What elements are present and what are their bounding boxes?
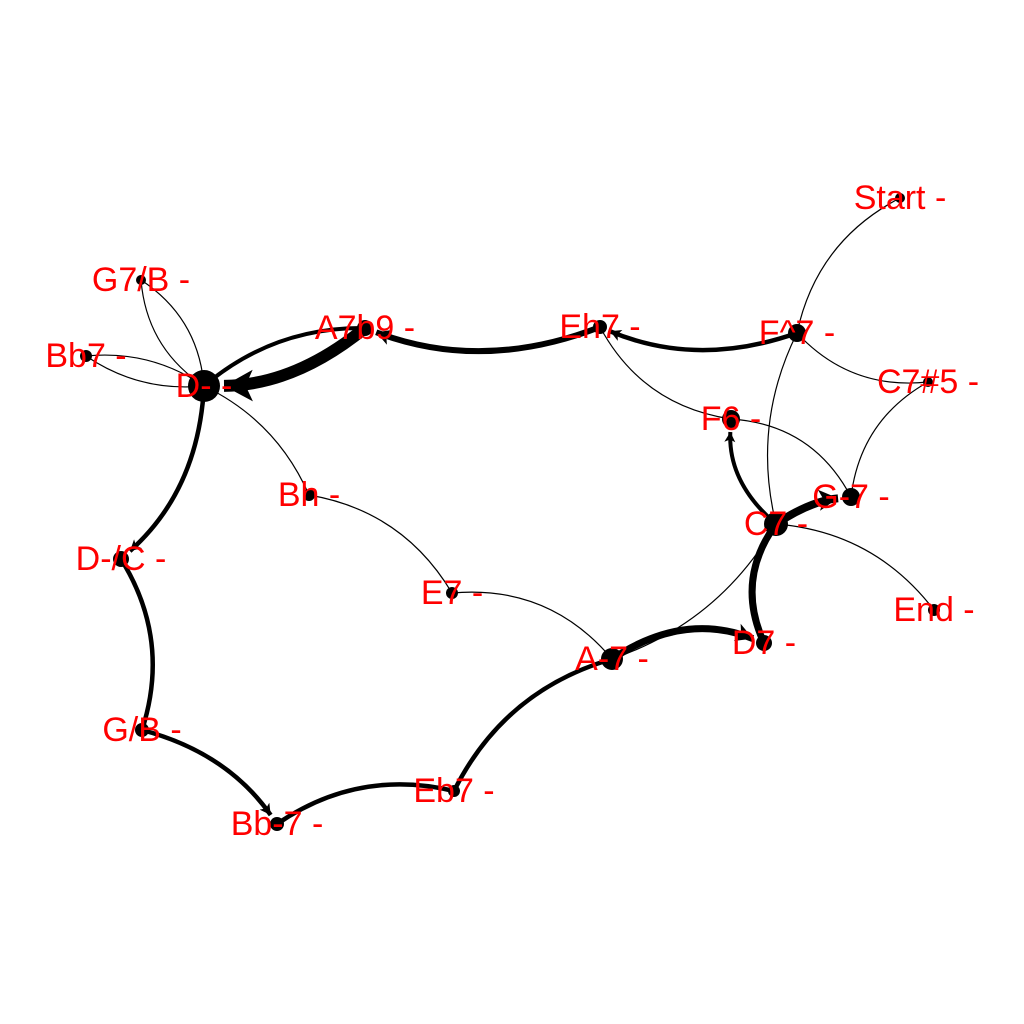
node-d_min_c	[113, 551, 129, 567]
edge-a_min7-to-e7	[451, 591, 613, 660]
edge-g_min7-to-c7s5	[850, 381, 929, 498]
edge-c7s5-to-f_maj7	[796, 332, 929, 384]
edge-bh-to-d_min	[203, 385, 310, 496]
node-label-a7b9: A7b9 -	[315, 309, 415, 347]
node-eb7	[448, 785, 460, 797]
labels-layer: Start - F^7 - Eh7 - A7b9 - D- - G7/B - Bb7 - Bh…	[45, 179, 979, 843]
node-label-bh: Bh -	[278, 476, 340, 514]
edge-g_b-to-bb_min7	[141, 727, 273, 817]
node-bb_min7	[270, 817, 284, 831]
node-eh7	[593, 320, 607, 334]
node-label-e7: E7 -	[421, 574, 483, 612]
node-label-g_min7: G-7 -	[812, 478, 889, 516]
arrowhead-a7b9-to-d_min	[223, 369, 253, 402]
node-g_min7	[842, 488, 860, 506]
edge-e7-to-bh	[308, 494, 453, 594]
node-end	[928, 604, 940, 616]
node-e7	[446, 587, 458, 599]
node-label-bb7: Bb7 -	[45, 337, 126, 375]
node-d7	[756, 635, 772, 651]
edge-c7-to-f6	[728, 431, 778, 526]
node-label-end: End -	[893, 591, 974, 629]
edge-c7-to-end	[775, 523, 935, 611]
node-label-d_min_c: D-/C -	[76, 540, 167, 578]
node-a_min7	[601, 648, 623, 670]
edge-start-to-f_maj7	[796, 197, 901, 334]
node-label-eh7: Eh7 -	[559, 308, 640, 346]
arrowhead-a_min7-to-d7	[733, 623, 753, 641]
edge-d_min_c-to-g_b	[119, 557, 155, 731]
edge-eh7-to-a7b9	[375, 324, 602, 355]
node-label-a_min7: A-7 -	[575, 640, 649, 678]
node-label-bb_min7: Bb-7 -	[231, 805, 324, 843]
edge-f6-to-g_min7	[730, 418, 852, 498]
node-g_b	[135, 723, 149, 737]
node-label-d7: D7 -	[732, 624, 796, 662]
node-bh	[303, 489, 315, 501]
node-c7s5	[923, 377, 933, 387]
arrowhead-d_min-to-d_min_c	[129, 539, 142, 552]
node-label-g7b: G7/B -	[92, 261, 190, 299]
arrowhead-eh7-to-a7b9	[376, 329, 393, 345]
node-label-d_min: D- -	[176, 367, 233, 405]
node-a7b9	[357, 320, 373, 336]
node-label-f6: F6 -	[701, 400, 761, 438]
edge-d_min-to-a7b9	[202, 325, 366, 388]
node-start	[895, 193, 905, 203]
arrowhead-c7-to-f6	[724, 431, 736, 443]
edge-eb7-to-a_min7	[451, 656, 613, 793]
node-label-c7s5: C7#5 -	[877, 363, 979, 401]
node-label-g_b: G/B -	[102, 711, 181, 749]
node-label-c7: C7 -	[744, 505, 808, 543]
edge-bb_min7-to-eb7	[275, 782, 455, 826]
edge-a_min7-to-d7	[610, 625, 755, 662]
arrowhead-c7-to-g_min7	[817, 489, 839, 511]
arrowheads-layer	[129, 329, 839, 816]
edge-f_maj7-to-eh7	[609, 329, 798, 353]
node-label-eb7: Eb7 -	[413, 772, 494, 810]
node-c7	[764, 512, 788, 536]
edge-d_min-to-d_min_c	[128, 385, 207, 553]
node-d_min	[188, 370, 220, 402]
node-label-start: Start -	[854, 179, 947, 217]
node-g7b	[136, 275, 146, 285]
arrowhead-g_b-to-bb_min7	[259, 802, 271, 816]
node-label-f_maj7: F^7 -	[759, 314, 835, 352]
edge-a_min7-to-c7	[611, 523, 777, 660]
node-f6	[722, 410, 740, 428]
nodes-layer	[80, 193, 940, 831]
node-f_maj7	[788, 324, 806, 342]
node-bb7	[80, 350, 92, 362]
arrowhead-f_maj7-to-eh7	[610, 329, 623, 341]
edge-f_maj7-to-c7	[766, 332, 798, 525]
edge-eh7-to-f6	[599, 326, 732, 420]
